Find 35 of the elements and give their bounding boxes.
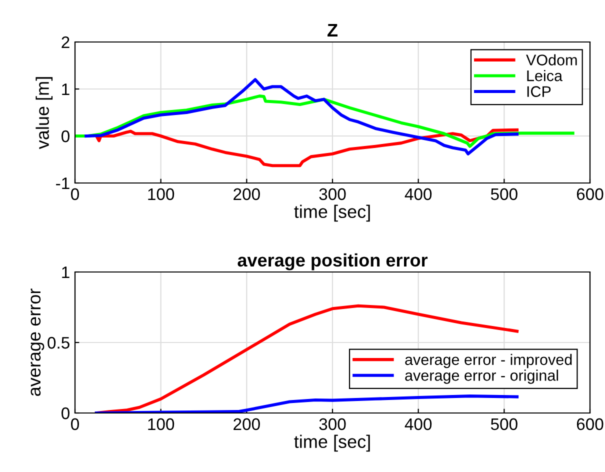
x-tick-label: 200 <box>234 188 260 200</box>
x-tick-label: 0 <box>71 418 79 430</box>
y-tick-label: 0 <box>62 130 70 142</box>
x-tick-label: 100 <box>148 418 174 430</box>
line-series <box>94 394 519 413</box>
line-series <box>84 78 519 156</box>
x-tick-label: 0 <box>71 188 79 200</box>
legend-label: average error - original <box>405 370 558 384</box>
y-tick-label: 0 <box>62 407 70 420</box>
line-series <box>94 128 519 168</box>
legend-label: ICP <box>527 86 551 97</box>
x-tick-label: 200 <box>234 418 260 430</box>
chart-title: Z <box>328 24 338 36</box>
x-tick-label: 600 <box>576 418 604 430</box>
chart-title: average position error <box>238 253 428 270</box>
y-axis-title: value [m] <box>36 77 53 150</box>
y-tick-label: 2 <box>62 36 70 48</box>
legend-label: VOdom <box>526 54 577 66</box>
x-tick-label: 300 <box>319 418 346 430</box>
x-tick-label: 400 <box>404 188 432 200</box>
x-tick-label: 400 <box>404 418 432 430</box>
x-tick-label: 100 <box>148 188 174 200</box>
x-tick-label: 600 <box>576 188 604 200</box>
x-axis-title: time [sec] <box>294 434 370 452</box>
x-tick-label: 300 <box>319 188 346 200</box>
y-tick-label: -1 <box>56 178 70 190</box>
legend-label: average error - improved <box>405 354 572 368</box>
x-axis-title: time [sec] <box>294 204 370 222</box>
y-tick-label: 1 <box>62 266 70 278</box>
y-axis-title: average error <box>30 288 44 396</box>
x-tick-label: 500 <box>490 188 518 200</box>
x-tick-label: 500 <box>490 418 518 430</box>
y-tick-label: 0.5 <box>48 336 70 349</box>
y-tick-label: 1 <box>62 84 70 96</box>
legend-label: Leica <box>527 70 563 82</box>
